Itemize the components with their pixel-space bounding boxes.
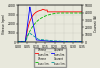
Y-axis label: Courant (A): Courant (A): [94, 15, 98, 32]
Y-axis label: Vitesse (rpm): Vitesse (rpm): [2, 14, 6, 34]
X-axis label: Temps (s): Temps (s): [43, 50, 57, 54]
Legend: Vitesse
sans lim., Vitesse
avec lim., Courant
sans lim., Courant
avec lim.: Vitesse sans lim., Vitesse avec lim., Co…: [34, 48, 66, 67]
